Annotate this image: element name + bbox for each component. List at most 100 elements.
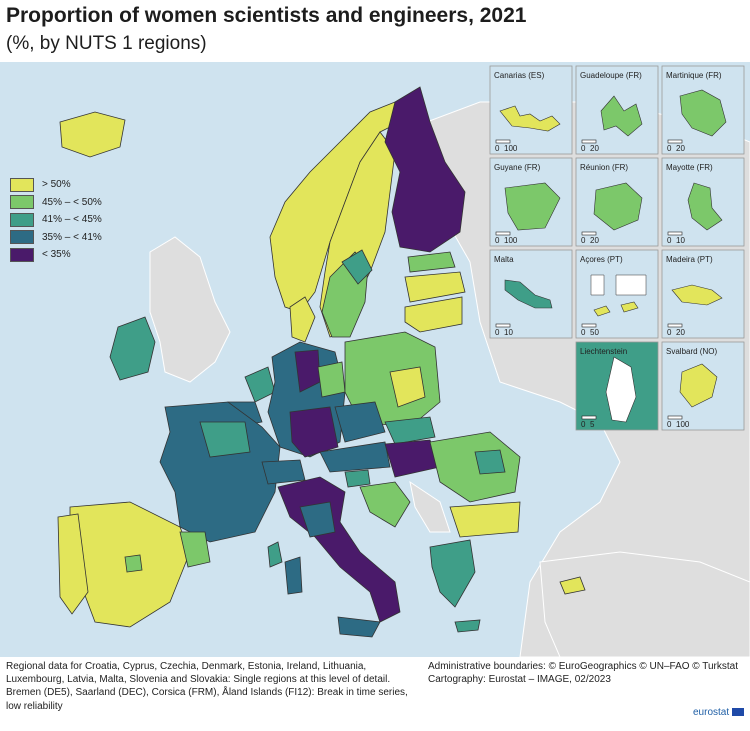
legend-label: 41% – < 45%: [42, 214, 102, 226]
scale-value: 20: [590, 144, 599, 153]
inset-title: Guadeloupe (FR): [580, 71, 642, 80]
scale-zero: 0: [667, 236, 672, 245]
region-france: [159, 401, 281, 543]
scale-zero: 0: [581, 236, 586, 245]
scale-zero: 0: [495, 236, 500, 245]
inset-title: Canarias (ES): [494, 71, 545, 80]
scale-bar: [495, 139, 511, 144]
scale-value: 10: [676, 236, 685, 245]
inset-title: Martinique (FR): [666, 71, 722, 80]
region-latvia: [404, 271, 466, 303]
region-croatia: [359, 481, 411, 528]
region-crete: [454, 619, 481, 633]
inset-title: Svalbard (NO): [666, 347, 717, 356]
legend-label: 45% – < 50%: [42, 196, 102, 208]
inset-panels: [489, 65, 745, 431]
scale-zero: 0: [581, 420, 586, 429]
legend-swatch: [10, 177, 34, 192]
scale-value: 20: [676, 328, 685, 337]
footnote-cartography: Cartography: Eurostat – IMAGE, 02/2023: [428, 674, 611, 686]
eu-flag-icon: [732, 708, 745, 717]
logo-text: eurostat: [693, 707, 730, 718]
scale-bar: [495, 323, 511, 328]
scale-value: 20: [676, 144, 685, 153]
scale-bar: [581, 415, 597, 420]
scale-zero: 0: [581, 144, 586, 153]
eurostat-logo: eurostat: [693, 707, 745, 718]
inset-title: Madeira (PT): [666, 255, 713, 264]
legend-item: < 35%: [10, 246, 102, 264]
scale-bar: [667, 415, 683, 420]
region-portugal: [57, 513, 89, 615]
scale-zero: 0: [667, 420, 672, 429]
inset-title: Malta: [494, 255, 514, 264]
legend-label: < 35%: [42, 249, 71, 261]
scale-bar: [667, 323, 683, 328]
scale-value: 20: [590, 236, 599, 245]
legend-swatch: [10, 230, 34, 245]
legend-swatch: [10, 247, 34, 262]
scale-zero: 0: [495, 328, 500, 337]
scale-value: 100: [504, 144, 518, 153]
footnote-left: Regional data for Croatia, Cyprus, Czech…: [6, 661, 408, 712]
footnote-right: Administrative boundaries: © EuroGeograp…: [428, 660, 746, 686]
scale-bar: [581, 139, 597, 144]
region-switzerland: [261, 459, 306, 485]
legend-item: 45% – < 50%: [10, 194, 102, 212]
scale-value: 100: [676, 420, 690, 429]
legend-item: 35% – < 41%: [10, 229, 102, 247]
scale-zero: 0: [667, 144, 672, 153]
scale-bar: [495, 231, 511, 236]
region-czechia: [334, 401, 386, 443]
legend-label: > 50%: [42, 179, 71, 191]
footnote-boundaries: Administrative boundaries: © EuroGeograp…: [428, 661, 739, 672]
legend-item: 41% – < 45%: [10, 211, 102, 229]
scale-zero: 0: [667, 328, 672, 337]
legend-label: 35% – < 41%: [42, 231, 102, 243]
region-sicily: [337, 616, 381, 638]
scale-bar: [667, 139, 683, 144]
region-germany-east: [317, 361, 346, 398]
region-romania-centre: [474, 449, 506, 475]
region-slovakia: [384, 416, 436, 445]
inset-title: Açores (PT): [580, 255, 623, 264]
inset-title: Liechtenstein: [580, 347, 627, 356]
region-romania: [429, 431, 521, 503]
region-iceland: [59, 111, 126, 158]
region-france-paris: [199, 421, 251, 458]
region-estonia: [407, 251, 456, 273]
region-italy-centre: [299, 501, 336, 538]
region-austria: [319, 441, 391, 473]
scale-zero: 0: [581, 328, 586, 337]
region-cyprus: [559, 576, 586, 595]
region-denmark: [289, 296, 316, 343]
region-lithuania: [404, 296, 463, 333]
inset-title: Guyane (FR): [494, 163, 541, 172]
scale-value: 5: [590, 420, 595, 429]
scale-zero: 0: [495, 144, 500, 153]
region-spain-east: [179, 531, 211, 568]
inset-title: Réunion (FR): [580, 163, 628, 172]
region-finland: [384, 86, 466, 253]
region-bulgaria: [449, 501, 521, 538]
scale-bar: [581, 231, 597, 236]
scale-bar: [667, 231, 683, 236]
inset-title: Mayotte (FR): [666, 163, 713, 172]
region-poland-central: [389, 366, 426, 408]
scale-value: 100: [504, 236, 518, 245]
scale-value: 10: [504, 328, 513, 337]
region-slovenia: [344, 469, 371, 488]
region-spain-madrid: [124, 554, 143, 573]
scale-bar: [581, 323, 597, 328]
region-ireland: [109, 316, 156, 381]
region-greece: [429, 539, 476, 608]
region-stockholm: [341, 249, 373, 285]
legend: > 50% 45% – < 50% 41% – < 45% 35% – < 41% < …: [10, 176, 102, 264]
scale-value: 50: [590, 328, 599, 337]
region-corsica: [267, 541, 283, 568]
legend-item: > 50%: [10, 176, 102, 194]
legend-swatch: [10, 212, 34, 227]
region-sardinia: [284, 556, 303, 595]
